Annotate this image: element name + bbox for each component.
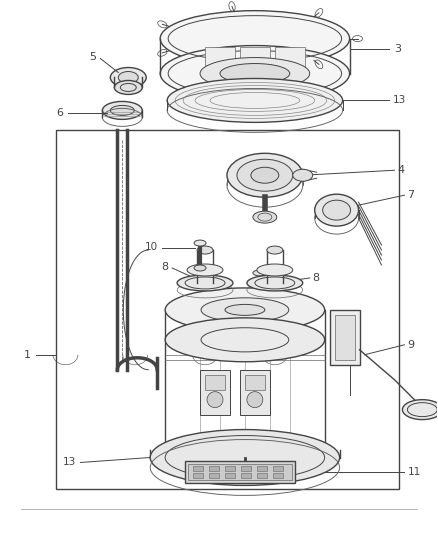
Bar <box>240 46 270 67</box>
Ellipse shape <box>253 270 267 276</box>
Bar <box>225 473 235 479</box>
Bar <box>200 370 230 415</box>
Bar <box>209 466 219 472</box>
Text: 8: 8 <box>161 262 168 272</box>
Bar <box>240 370 270 415</box>
Bar <box>241 473 251 479</box>
Ellipse shape <box>207 392 223 408</box>
Text: 4: 4 <box>397 165 405 175</box>
Bar <box>185 462 295 483</box>
Ellipse shape <box>201 298 289 322</box>
Ellipse shape <box>323 200 350 220</box>
Bar <box>193 473 203 479</box>
Ellipse shape <box>150 430 339 486</box>
Ellipse shape <box>160 46 350 101</box>
Ellipse shape <box>225 304 265 316</box>
Bar <box>273 466 283 472</box>
Bar <box>188 464 292 480</box>
Ellipse shape <box>403 400 438 419</box>
Bar <box>205 375 225 390</box>
Ellipse shape <box>257 264 293 276</box>
Text: 8: 8 <box>313 273 320 283</box>
Ellipse shape <box>194 265 206 271</box>
Ellipse shape <box>220 63 290 84</box>
Ellipse shape <box>110 106 134 116</box>
Ellipse shape <box>200 58 310 90</box>
Text: 5: 5 <box>89 52 96 61</box>
Ellipse shape <box>251 167 279 183</box>
Ellipse shape <box>187 264 223 276</box>
Bar <box>56 131 399 489</box>
Text: 13: 13 <box>63 457 77 467</box>
Bar <box>245 375 265 390</box>
Ellipse shape <box>177 275 233 291</box>
Text: 3: 3 <box>395 44 402 54</box>
Ellipse shape <box>227 154 303 197</box>
Ellipse shape <box>197 246 213 254</box>
Ellipse shape <box>160 11 350 67</box>
Ellipse shape <box>267 246 283 254</box>
Ellipse shape <box>167 78 343 123</box>
Ellipse shape <box>118 71 138 84</box>
Text: 9: 9 <box>407 340 414 350</box>
Bar <box>209 473 219 479</box>
Bar <box>193 466 203 472</box>
Ellipse shape <box>110 68 146 87</box>
Ellipse shape <box>253 211 277 223</box>
Text: 11: 11 <box>407 467 420 478</box>
Ellipse shape <box>194 240 206 246</box>
Text: 6: 6 <box>57 108 64 118</box>
Text: 10: 10 <box>145 242 158 252</box>
Bar <box>335 315 355 360</box>
Bar <box>225 466 235 472</box>
Bar <box>257 466 267 472</box>
Ellipse shape <box>102 101 142 119</box>
Ellipse shape <box>165 288 325 332</box>
Bar <box>241 466 251 472</box>
Ellipse shape <box>165 318 325 362</box>
Ellipse shape <box>247 392 263 408</box>
Bar <box>257 473 267 479</box>
Bar <box>205 46 235 67</box>
Text: 1: 1 <box>24 350 31 360</box>
Ellipse shape <box>247 275 303 291</box>
Ellipse shape <box>314 194 359 226</box>
Text: 7: 7 <box>407 190 414 200</box>
Ellipse shape <box>203 270 217 276</box>
Bar <box>273 473 283 479</box>
Ellipse shape <box>237 159 293 191</box>
Bar <box>275 46 305 67</box>
Ellipse shape <box>237 475 253 483</box>
Bar <box>330 310 360 365</box>
Text: 13: 13 <box>392 95 406 106</box>
Ellipse shape <box>114 80 142 94</box>
Ellipse shape <box>293 169 313 181</box>
